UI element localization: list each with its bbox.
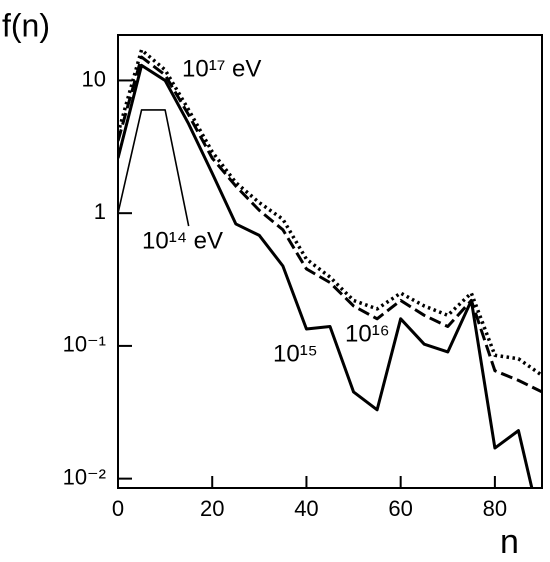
series-line xyxy=(118,109,190,227)
series-label: 10¹⁵ xyxy=(273,340,318,367)
series-label: 10¹⁶ xyxy=(345,320,390,347)
x-tick-label: 40 xyxy=(294,496,318,521)
x-tick-label: 80 xyxy=(483,496,507,521)
series-line xyxy=(118,63,534,488)
y-axis-label: f(n) xyxy=(2,7,50,43)
series-line xyxy=(118,55,542,394)
plot-frame xyxy=(117,34,543,489)
x-tick-label: 60 xyxy=(388,496,412,521)
y-tick-label: 1 xyxy=(94,199,106,224)
y-tick-label: 10 xyxy=(82,66,106,91)
y-tick-label: 10⁻¹ xyxy=(63,332,106,357)
x-tick-label: 0 xyxy=(112,496,124,521)
y-tick-label: 10⁻² xyxy=(63,464,106,489)
series-label: 10¹⁷ eV xyxy=(182,55,261,82)
x-axis-label: n xyxy=(500,523,519,561)
series-label: 10¹⁴ eV xyxy=(142,227,223,254)
series-group xyxy=(118,48,542,488)
series-line xyxy=(118,48,542,377)
x-tick-label: 20 xyxy=(200,496,224,521)
